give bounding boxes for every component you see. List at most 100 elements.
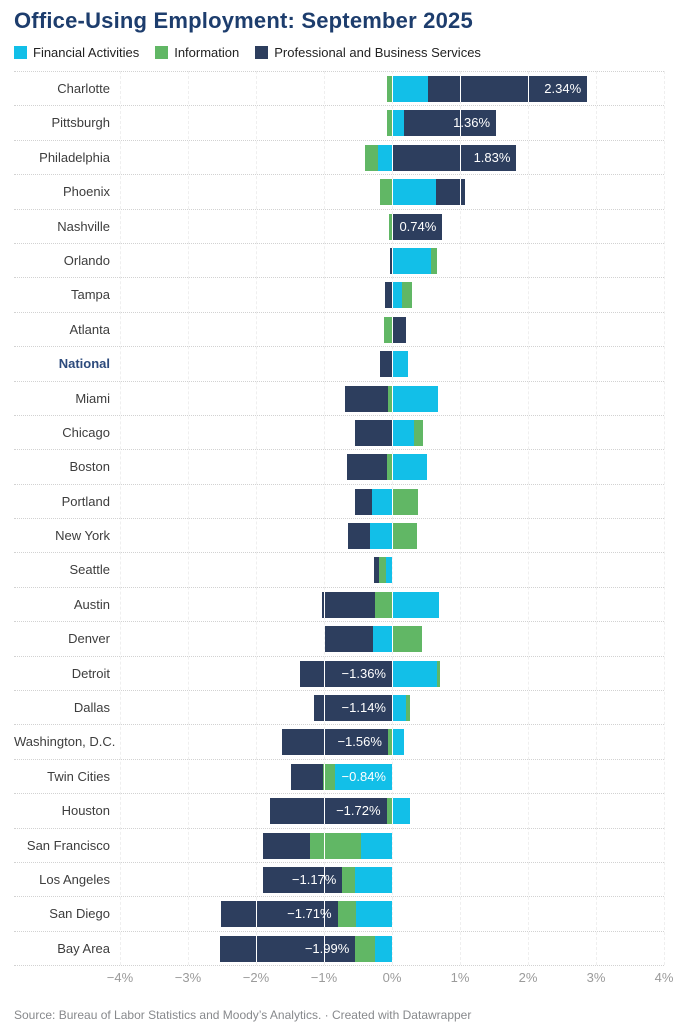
bar-segment-information[interactable] (387, 385, 392, 412)
bar-segment-professional[interactable] (354, 419, 392, 446)
bar-segment-information[interactable] (379, 179, 392, 206)
gridline-overlay (392, 798, 393, 825)
bar-segment-information[interactable] (355, 935, 375, 962)
bar-row: Phoenix (14, 174, 664, 208)
bar-segment-information[interactable] (386, 454, 392, 481)
bar-segment-financial[interactable] (375, 935, 392, 962)
bar-segment-information[interactable] (364, 144, 379, 171)
bar-segment-financial[interactable] (385, 557, 392, 584)
bar-segment-financial[interactable] (392, 695, 406, 722)
legend-swatch-financial (14, 46, 27, 59)
bar-segment-information[interactable] (387, 76, 392, 102)
bar-segment-professional[interactable]: −1.17% (262, 866, 343, 893)
bar-row: Bay Area −1.99% (14, 930, 664, 965)
bar-row: Austin (14, 586, 664, 621)
row-plot (120, 244, 664, 277)
bar-segment-financial[interactable] (392, 454, 428, 481)
bar-segment-information[interactable] (383, 316, 392, 343)
bar-segment-information[interactable] (379, 557, 386, 584)
bar-segment-information[interactable] (323, 763, 335, 790)
bar-segment-professional[interactable]: 1.36% (403, 110, 497, 137)
bar-segment-financial[interactable] (392, 591, 439, 618)
bar-segment-professional[interactable]: −1.99% (219, 935, 356, 962)
bar-segment-information[interactable] (342, 866, 355, 893)
row-label: Phoenix (63, 184, 110, 200)
bar-segment-professional[interactable]: −1.14% (314, 695, 392, 722)
bar-segment-professional[interactable]: −1.72% (269, 798, 387, 825)
bar-segment-professional[interactable]: −1.56% (281, 729, 388, 756)
bar-segment-information[interactable] (405, 695, 411, 722)
row-plot (120, 416, 664, 449)
row-plot (120, 278, 664, 311)
row-label: Atlanta (69, 321, 110, 337)
bar-segment-financial[interactable] (354, 866, 392, 893)
bar-segment-financial[interactable] (392, 385, 439, 412)
bar-segment-financial[interactable] (372, 488, 392, 515)
bar-segment-information[interactable] (392, 488, 418, 515)
bar-segment-professional[interactable]: 2.34% (428, 76, 588, 102)
bar-segment-financial[interactable] (392, 729, 404, 756)
bar-segment-financial[interactable] (392, 76, 429, 102)
bar-segment-information[interactable] (309, 832, 361, 859)
bar-segment-professional[interactable] (354, 488, 373, 515)
bar-segment-information[interactable] (430, 247, 437, 274)
bar-segment-professional[interactable] (392, 316, 406, 343)
bar-segment-financial[interactable] (392, 660, 437, 687)
bar-segment-financial[interactable] (369, 523, 392, 550)
bar-segment-information[interactable] (375, 591, 392, 618)
bar-segment-professional[interactable] (385, 282, 392, 309)
bar-segment-financial[interactable] (355, 901, 392, 928)
bar-segment-professional[interactable] (347, 523, 370, 550)
gridline-overlay (256, 901, 257, 928)
bar-value-label: −1.99% (304, 940, 350, 956)
bar-segment-professional[interactable] (345, 385, 388, 412)
bar-segment-professional[interactable] (436, 179, 465, 206)
bar-segment-financial[interactable] (392, 351, 408, 378)
bar-row: Pittsburgh 1.36% (14, 105, 664, 139)
bar-segment-financial[interactable] (392, 419, 415, 446)
gridline-overlay (324, 695, 325, 722)
bar-segment-financial[interactable] (392, 179, 437, 206)
bar-segment-information[interactable] (387, 110, 392, 137)
bar-segment-financial[interactable] (392, 110, 404, 137)
bar-segment-financial[interactable] (392, 282, 403, 309)
bar-segment-information[interactable] (388, 213, 392, 240)
row-label: Dallas (73, 700, 110, 716)
bar-segment-professional[interactable] (389, 247, 392, 274)
bar-segment-financial[interactable] (372, 626, 392, 653)
bar-segment-financial[interactable] (392, 247, 431, 274)
row-label: Philadelphia (39, 149, 110, 165)
bar-segment-information[interactable] (386, 798, 392, 825)
row-label: Austin (73, 596, 110, 612)
bar-segment-information[interactable] (387, 729, 392, 756)
bar-segment-financial[interactable]: −0.84% (334, 763, 392, 790)
gridline-overlay (256, 935, 257, 962)
bar-segment-information[interactable] (392, 626, 422, 653)
bar-segment-professional[interactable] (321, 591, 375, 618)
bar-segment-financial[interactable] (360, 832, 392, 859)
bar-segment-professional[interactable] (290, 763, 324, 790)
bar-segment-financial[interactable] (392, 798, 410, 825)
bar-segment-professional[interactable] (263, 832, 310, 859)
gridline-overlay (460, 179, 461, 206)
bar-value-label: −1.14% (341, 700, 386, 716)
bar-row: Chicago (14, 414, 664, 449)
bar-segment-information[interactable] (402, 282, 413, 309)
bar-segment-professional[interactable] (325, 626, 373, 653)
bar-segment-information[interactable] (392, 523, 418, 550)
bar-segment-professional[interactable] (374, 557, 380, 584)
bar-segment-information[interactable] (337, 901, 356, 928)
bar-segment-professional[interactable]: 0.74% (392, 213, 443, 240)
bar-segment-professional[interactable]: 1.83% (392, 144, 517, 171)
bar-segment-information[interactable] (414, 419, 423, 446)
bar-segment-professional[interactable]: −1.36% (299, 660, 392, 687)
bar-row: Philadelphia 1.83% (14, 139, 664, 174)
row-label: San Diego (49, 906, 110, 922)
bar-row: San Diego −1.71% (14, 896, 664, 930)
bar-segment-information[interactable] (436, 660, 441, 687)
row-label: Orlando (63, 252, 110, 268)
bar-segment-financial[interactable] (378, 144, 392, 171)
bar-segment-professional[interactable] (347, 454, 387, 481)
bar-segment-professional[interactable] (380, 351, 392, 378)
bar-segment-professional[interactable]: −1.71% (221, 901, 338, 928)
